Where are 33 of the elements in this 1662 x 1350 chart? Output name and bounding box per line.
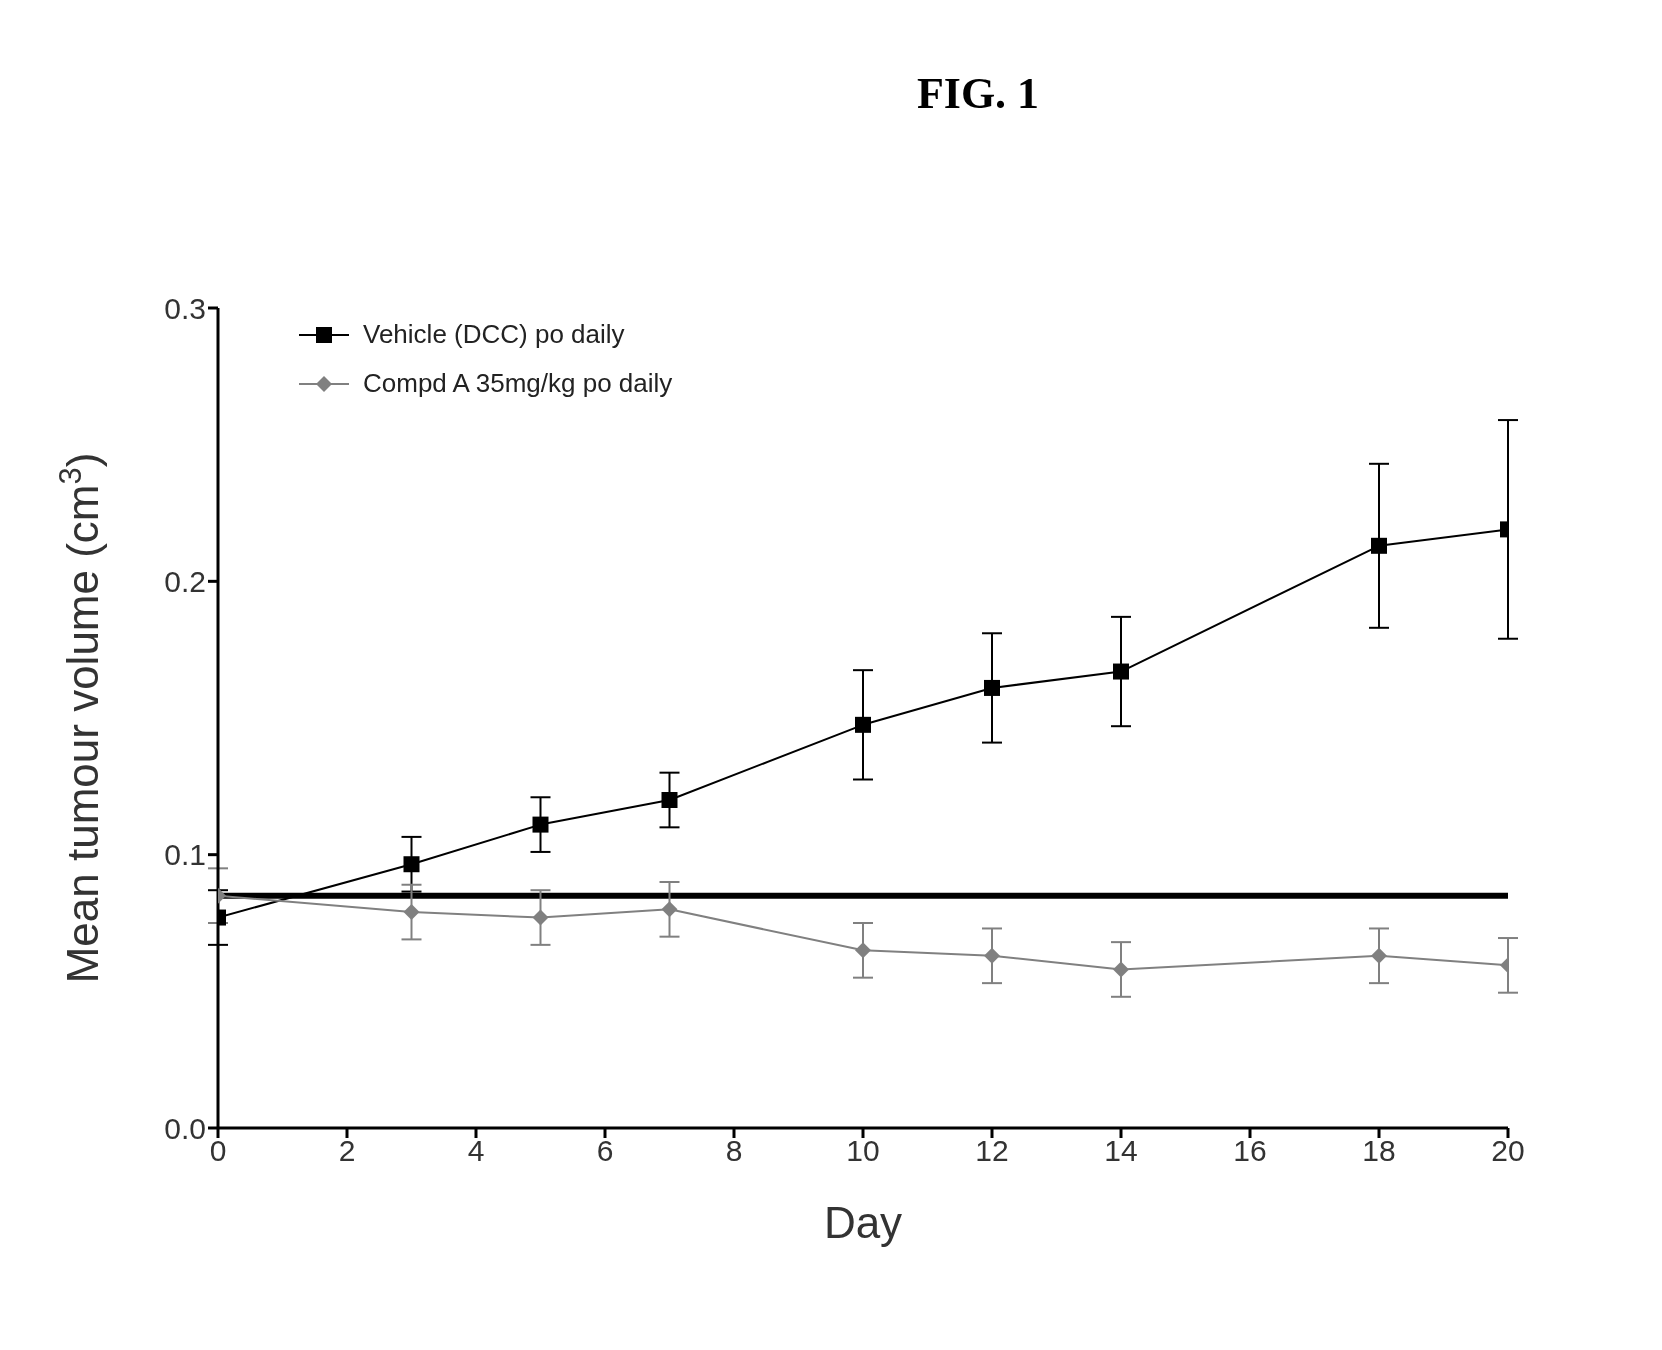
point bbox=[661, 901, 678, 918]
x-tick-label: 10 bbox=[846, 1134, 880, 1168]
point bbox=[532, 909, 549, 926]
y-tick-label: 0.0 bbox=[164, 1111, 206, 1145]
x-tick-label: 18 bbox=[1362, 1134, 1396, 1168]
x-tick-label: 2 bbox=[338, 1134, 356, 1168]
legend-label: Vehicle (DCC) po daily bbox=[363, 319, 625, 350]
x-tick-label: 16 bbox=[1233, 1134, 1267, 1168]
y-tick-label: 0.2 bbox=[164, 564, 206, 598]
chart-title: FIG. 1 bbox=[915, 68, 1041, 120]
point bbox=[855, 942, 871, 959]
x-tick-label: 6 bbox=[596, 1134, 614, 1168]
y-tick-label: 0.3 bbox=[164, 291, 206, 325]
point bbox=[984, 947, 1000, 964]
x-tick-label: 4 bbox=[467, 1134, 485, 1168]
x-tick-label: 12 bbox=[975, 1134, 1009, 1168]
point bbox=[1371, 947, 1387, 964]
x-tick-label: 8 bbox=[725, 1134, 743, 1168]
point bbox=[855, 716, 871, 733]
legend-label: Compd A 35mg/kg po daily bbox=[363, 368, 673, 399]
point bbox=[1113, 663, 1129, 680]
x-tick-label: 0 bbox=[209, 1134, 227, 1168]
x-tick-label: 14 bbox=[1104, 1134, 1138, 1168]
point bbox=[1371, 537, 1387, 554]
point bbox=[532, 816, 549, 833]
point bbox=[403, 856, 420, 873]
point bbox=[403, 904, 420, 921]
x-axis-title: Day bbox=[823, 1198, 903, 1247]
x-tick-label: 20 bbox=[1491, 1134, 1525, 1168]
point bbox=[661, 792, 678, 808]
point bbox=[1113, 961, 1129, 978]
point bbox=[984, 679, 1000, 696]
y-tick-label: 0.1 bbox=[164, 838, 206, 872]
